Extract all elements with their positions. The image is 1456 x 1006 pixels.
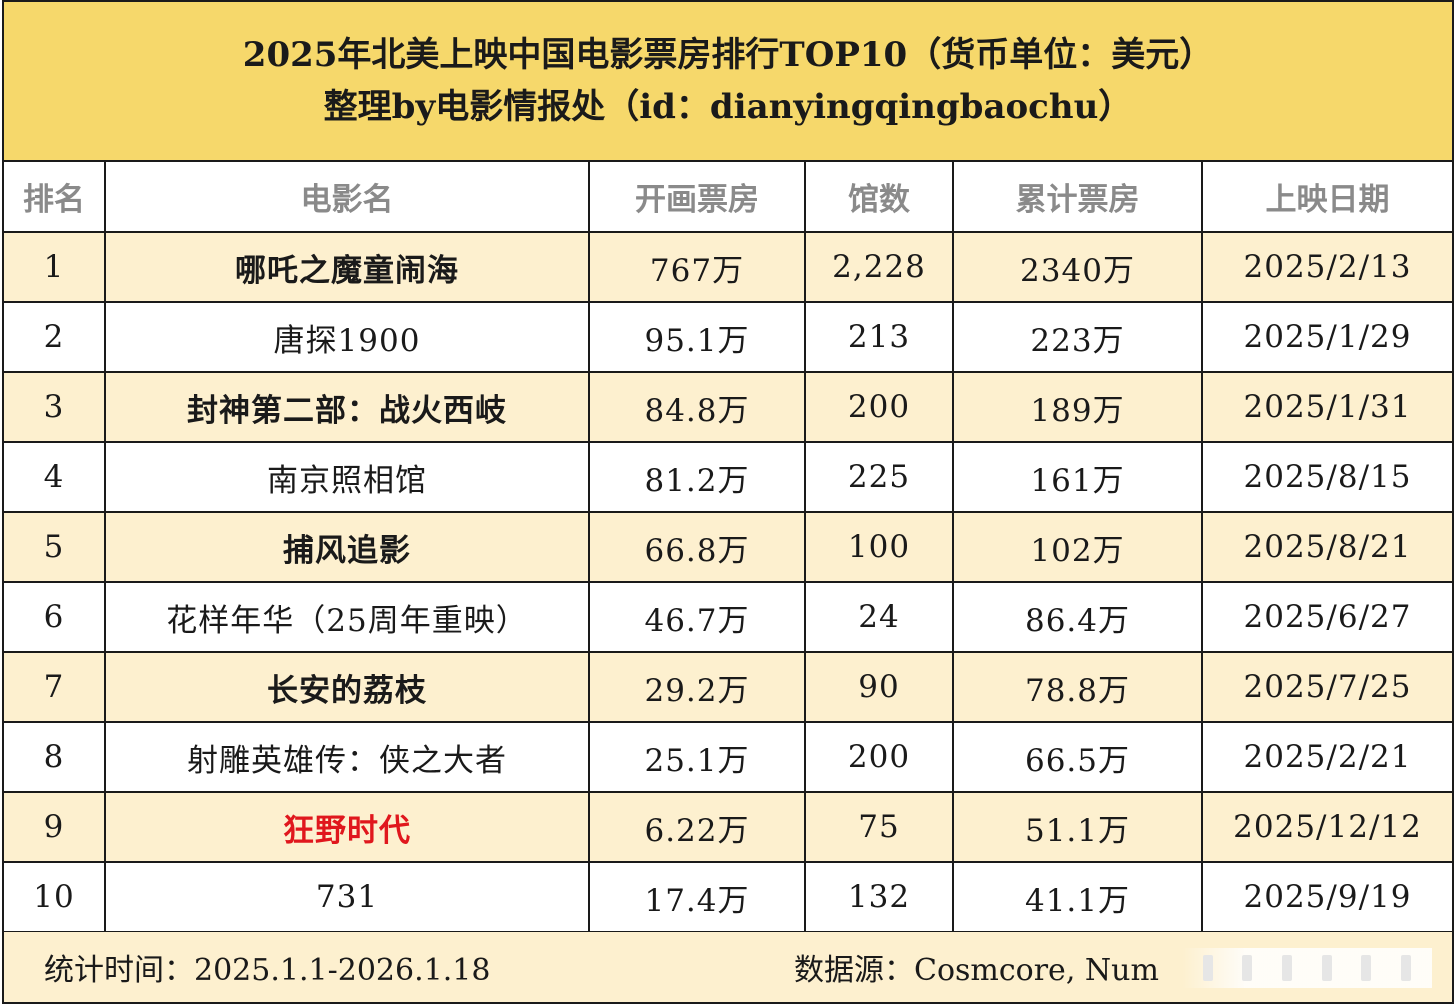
opening-cell: 95.1万 <box>589 302 805 372</box>
total-cell: 78.8万 <box>953 652 1202 722</box>
rank-cell: 8 <box>4 722 105 792</box>
column-header-date: 上映日期 <box>1202 162 1452 232</box>
table-row: 6 花样年华（25周年重映） 46.7万 24 86.4万 2025/6/27 <box>4 582 1452 652</box>
table-row: 7 长安的荔枝 29.2万 90 78.8万 2025/7/25 <box>4 652 1452 722</box>
total-cell: 86.4万 <box>953 582 1202 652</box>
opening-cell: 81.2万 <box>589 442 805 512</box>
movie-cell: 哪吒之魔童闹海 <box>105 232 589 302</box>
opening-cell: 29.2万 <box>589 652 805 722</box>
watermark-glyph <box>1282 955 1292 981</box>
opening-cell: 767万 <box>589 232 805 302</box>
box-office-table: 排名 电影名 开画票房 馆数 累计票房 上映日期 1 哪吒之魔童闹海 767万 … <box>4 162 1452 933</box>
theaters-cell: 2,228 <box>805 232 953 302</box>
table-row: 4 南京照相馆 81.2万 225 161万 2025/8/15 <box>4 442 1452 512</box>
opening-cell: 84.8万 <box>589 372 805 442</box>
movie-cell: 射雕英雄传：侠之大者 <box>105 722 589 792</box>
rank-cell: 2 <box>4 302 105 372</box>
theaters-cell: 200 <box>805 722 953 792</box>
movie-cell: 南京照相馆 <box>105 442 589 512</box>
opening-cell: 25.1万 <box>589 722 805 792</box>
total-cell: 102万 <box>953 512 1202 582</box>
opening-cell: 66.8万 <box>589 512 805 582</box>
table-row: 5 捕风追影 66.8万 100 102万 2025/8/21 <box>4 512 1452 582</box>
title-band: 2025年北美上映中国电影票房排行TOP10（货币单位：美元） 整理by电影情报… <box>4 2 1452 162</box>
movie-cell: 长安的荔枝 <box>105 652 589 722</box>
date-cell: 2025/9/19 <box>1202 862 1452 932</box>
movie-cell: 731 <box>105 862 589 932</box>
header-row: 排名 电影名 开画票房 馆数 累计票房 上映日期 <box>4 162 1452 232</box>
table-row: 1 哪吒之魔童闹海 767万 2,228 2340万 2025/2/13 <box>4 232 1452 302</box>
total-cell: 2340万 <box>953 232 1202 302</box>
column-header-movie: 电影名 <box>105 162 589 232</box>
stat-time-text: 统计时间：2025.1.1-2026.1.18 <box>44 945 794 989</box>
date-cell: 2025/2/21 <box>1202 722 1452 792</box>
watermark-glyph <box>1361 955 1371 981</box>
table-row: 3 封神第二部：战火西岐 84.8万 200 189万 2025/1/31 <box>4 372 1452 442</box>
total-cell: 161万 <box>953 442 1202 512</box>
date-cell: 2025/8/21 <box>1202 512 1452 582</box>
data-source-text: 数据源：Cosmcore, Num <box>794 945 1159 989</box>
total-cell: 66.5万 <box>953 722 1202 792</box>
date-cell: 2025/1/31 <box>1202 372 1452 442</box>
opening-cell: 17.4万 <box>589 862 805 932</box>
column-header-theaters: 馆数 <box>805 162 953 232</box>
watermark-glyph <box>1322 955 1332 981</box>
table-subtitle: 整理by电影情报处（id：dianyingqingbaochu） <box>324 81 1133 133</box>
rank-cell: 10 <box>4 862 105 932</box>
theaters-cell: 90 <box>805 652 953 722</box>
movie-cell: 花样年华（25周年重映） <box>105 582 589 652</box>
total-cell: 41.1万 <box>953 862 1202 932</box>
watermark-glyph <box>1401 955 1411 981</box>
column-header-rank: 排名 <box>4 162 105 232</box>
movie-cell-highlighted: 狂野时代 <box>105 792 589 862</box>
table-title: 2025年北美上映中国电影票房排行TOP10（货币单位：美元） <box>243 29 1213 81</box>
date-cell: 2025/7/25 <box>1202 652 1452 722</box>
rank-cell: 4 <box>4 442 105 512</box>
theaters-cell: 24 <box>805 582 953 652</box>
footer-band: 统计时间：2025.1.1-2026.1.18 数据源：Cosmcore, Nu… <box>4 932 1452 1002</box>
table-row: 10 731 17.4万 132 41.1万 2025/9/19 <box>4 862 1452 932</box>
table-row: 2 唐探1900 95.1万 213 223万 2025/1/29 <box>4 302 1452 372</box>
date-cell: 2025/2/13 <box>1202 232 1452 302</box>
movie-cell: 捕风追影 <box>105 512 589 582</box>
movie-cell: 唐探1900 <box>105 302 589 372</box>
rank-cell: 9 <box>4 792 105 862</box>
table-row: 8 射雕英雄传：侠之大者 25.1万 200 66.5万 2025/2/21 <box>4 722 1452 792</box>
date-cell: 2025/12/12 <box>1202 792 1452 862</box>
rank-cell: 3 <box>4 372 105 442</box>
total-cell: 51.1万 <box>953 792 1202 862</box>
watermark-logo <box>1182 948 1432 988</box>
rank-cell: 1 <box>4 232 105 302</box>
date-cell: 2025/1/29 <box>1202 302 1452 372</box>
opening-cell: 46.7万 <box>589 582 805 652</box>
rank-cell: 7 <box>4 652 105 722</box>
column-header-opening: 开画票房 <box>589 162 805 232</box>
total-cell: 223万 <box>953 302 1202 372</box>
theaters-cell: 100 <box>805 512 953 582</box>
total-cell: 189万 <box>953 372 1202 442</box>
table-row: 9 狂野时代 6.22万 75 51.1万 2025/12/12 <box>4 792 1452 862</box>
movie-cell: 封神第二部：战火西岐 <box>105 372 589 442</box>
date-cell: 2025/6/27 <box>1202 582 1452 652</box>
theaters-cell: 75 <box>805 792 953 862</box>
watermark-glyph <box>1242 955 1252 981</box>
theaters-cell: 132 <box>805 862 953 932</box>
watermark-glyph <box>1203 955 1213 981</box>
date-cell: 2025/8/15 <box>1202 442 1452 512</box>
theaters-cell: 200 <box>805 372 953 442</box>
column-header-total: 累计票房 <box>953 162 1202 232</box>
opening-cell: 6.22万 <box>589 792 805 862</box>
rank-cell: 5 <box>4 512 105 582</box>
theaters-cell: 225 <box>805 442 953 512</box>
rank-cell: 6 <box>4 582 105 652</box>
theaters-cell: 213 <box>805 302 953 372</box>
